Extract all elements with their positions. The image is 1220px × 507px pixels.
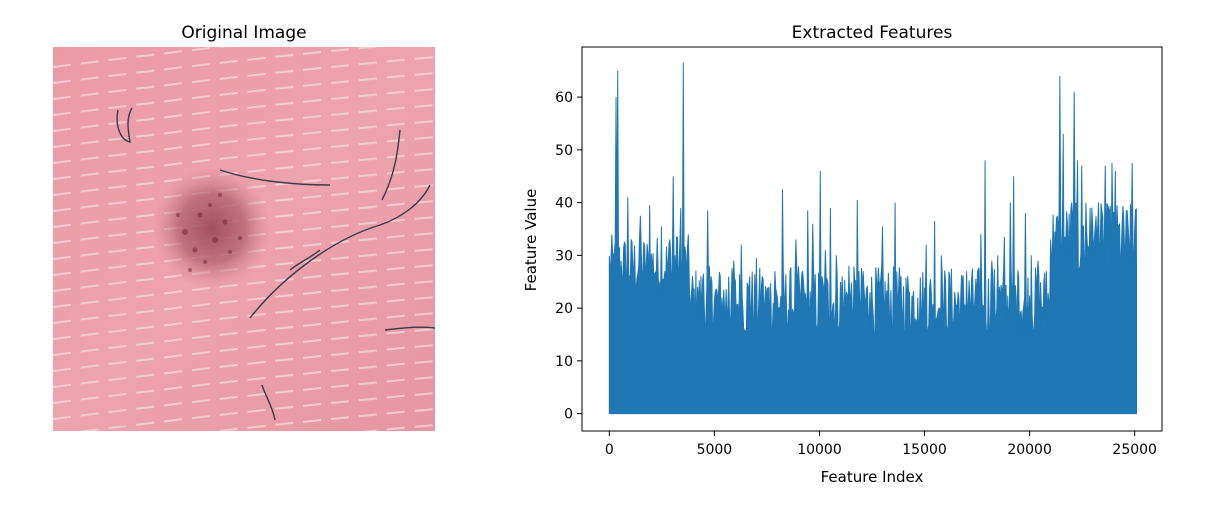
axes-frame (581, 46, 1163, 432)
x-tick-label: 15000 (902, 442, 947, 458)
series-line (608, 62, 1138, 415)
x-axis-label: Feature Index (821, 468, 924, 486)
hairs (116, 107, 435, 421)
image-title: Original Image (181, 23, 306, 43)
y-tick-label: 60 (555, 90, 573, 106)
lesion-spots (176, 193, 242, 272)
original-image (53, 47, 435, 431)
y-tick-label: 50 (555, 143, 573, 159)
y-axis-label: Feature Value (522, 189, 540, 292)
y-tick-label: 0 (564, 407, 573, 423)
x-tick-label: 10000 (797, 442, 842, 458)
y-axis: 0 10 20 30 40 50 60 (555, 90, 582, 423)
y-tick-label: 10 (555, 354, 573, 370)
chart-title: Extracted Features (792, 23, 953, 43)
x-tick-label: 20000 (1007, 442, 1052, 458)
y-tick-label: 30 (555, 248, 573, 264)
x-tick-label: 0 (605, 442, 614, 458)
y-tick-label: 40 (555, 196, 573, 212)
plot-area: 0 5000 10000 15000 20000 25000 0 10 20 30 40 50 60 (555, 46, 1163, 458)
y-tick-label: 20 (555, 301, 573, 317)
skin-texture (53, 47, 435, 431)
x-tick-label: 5000 (697, 442, 733, 458)
x-tick-label: 25000 (1112, 442, 1157, 458)
lesion (151, 166, 273, 290)
x-axis: 0 5000 10000 15000 20000 25000 (605, 431, 1157, 458)
